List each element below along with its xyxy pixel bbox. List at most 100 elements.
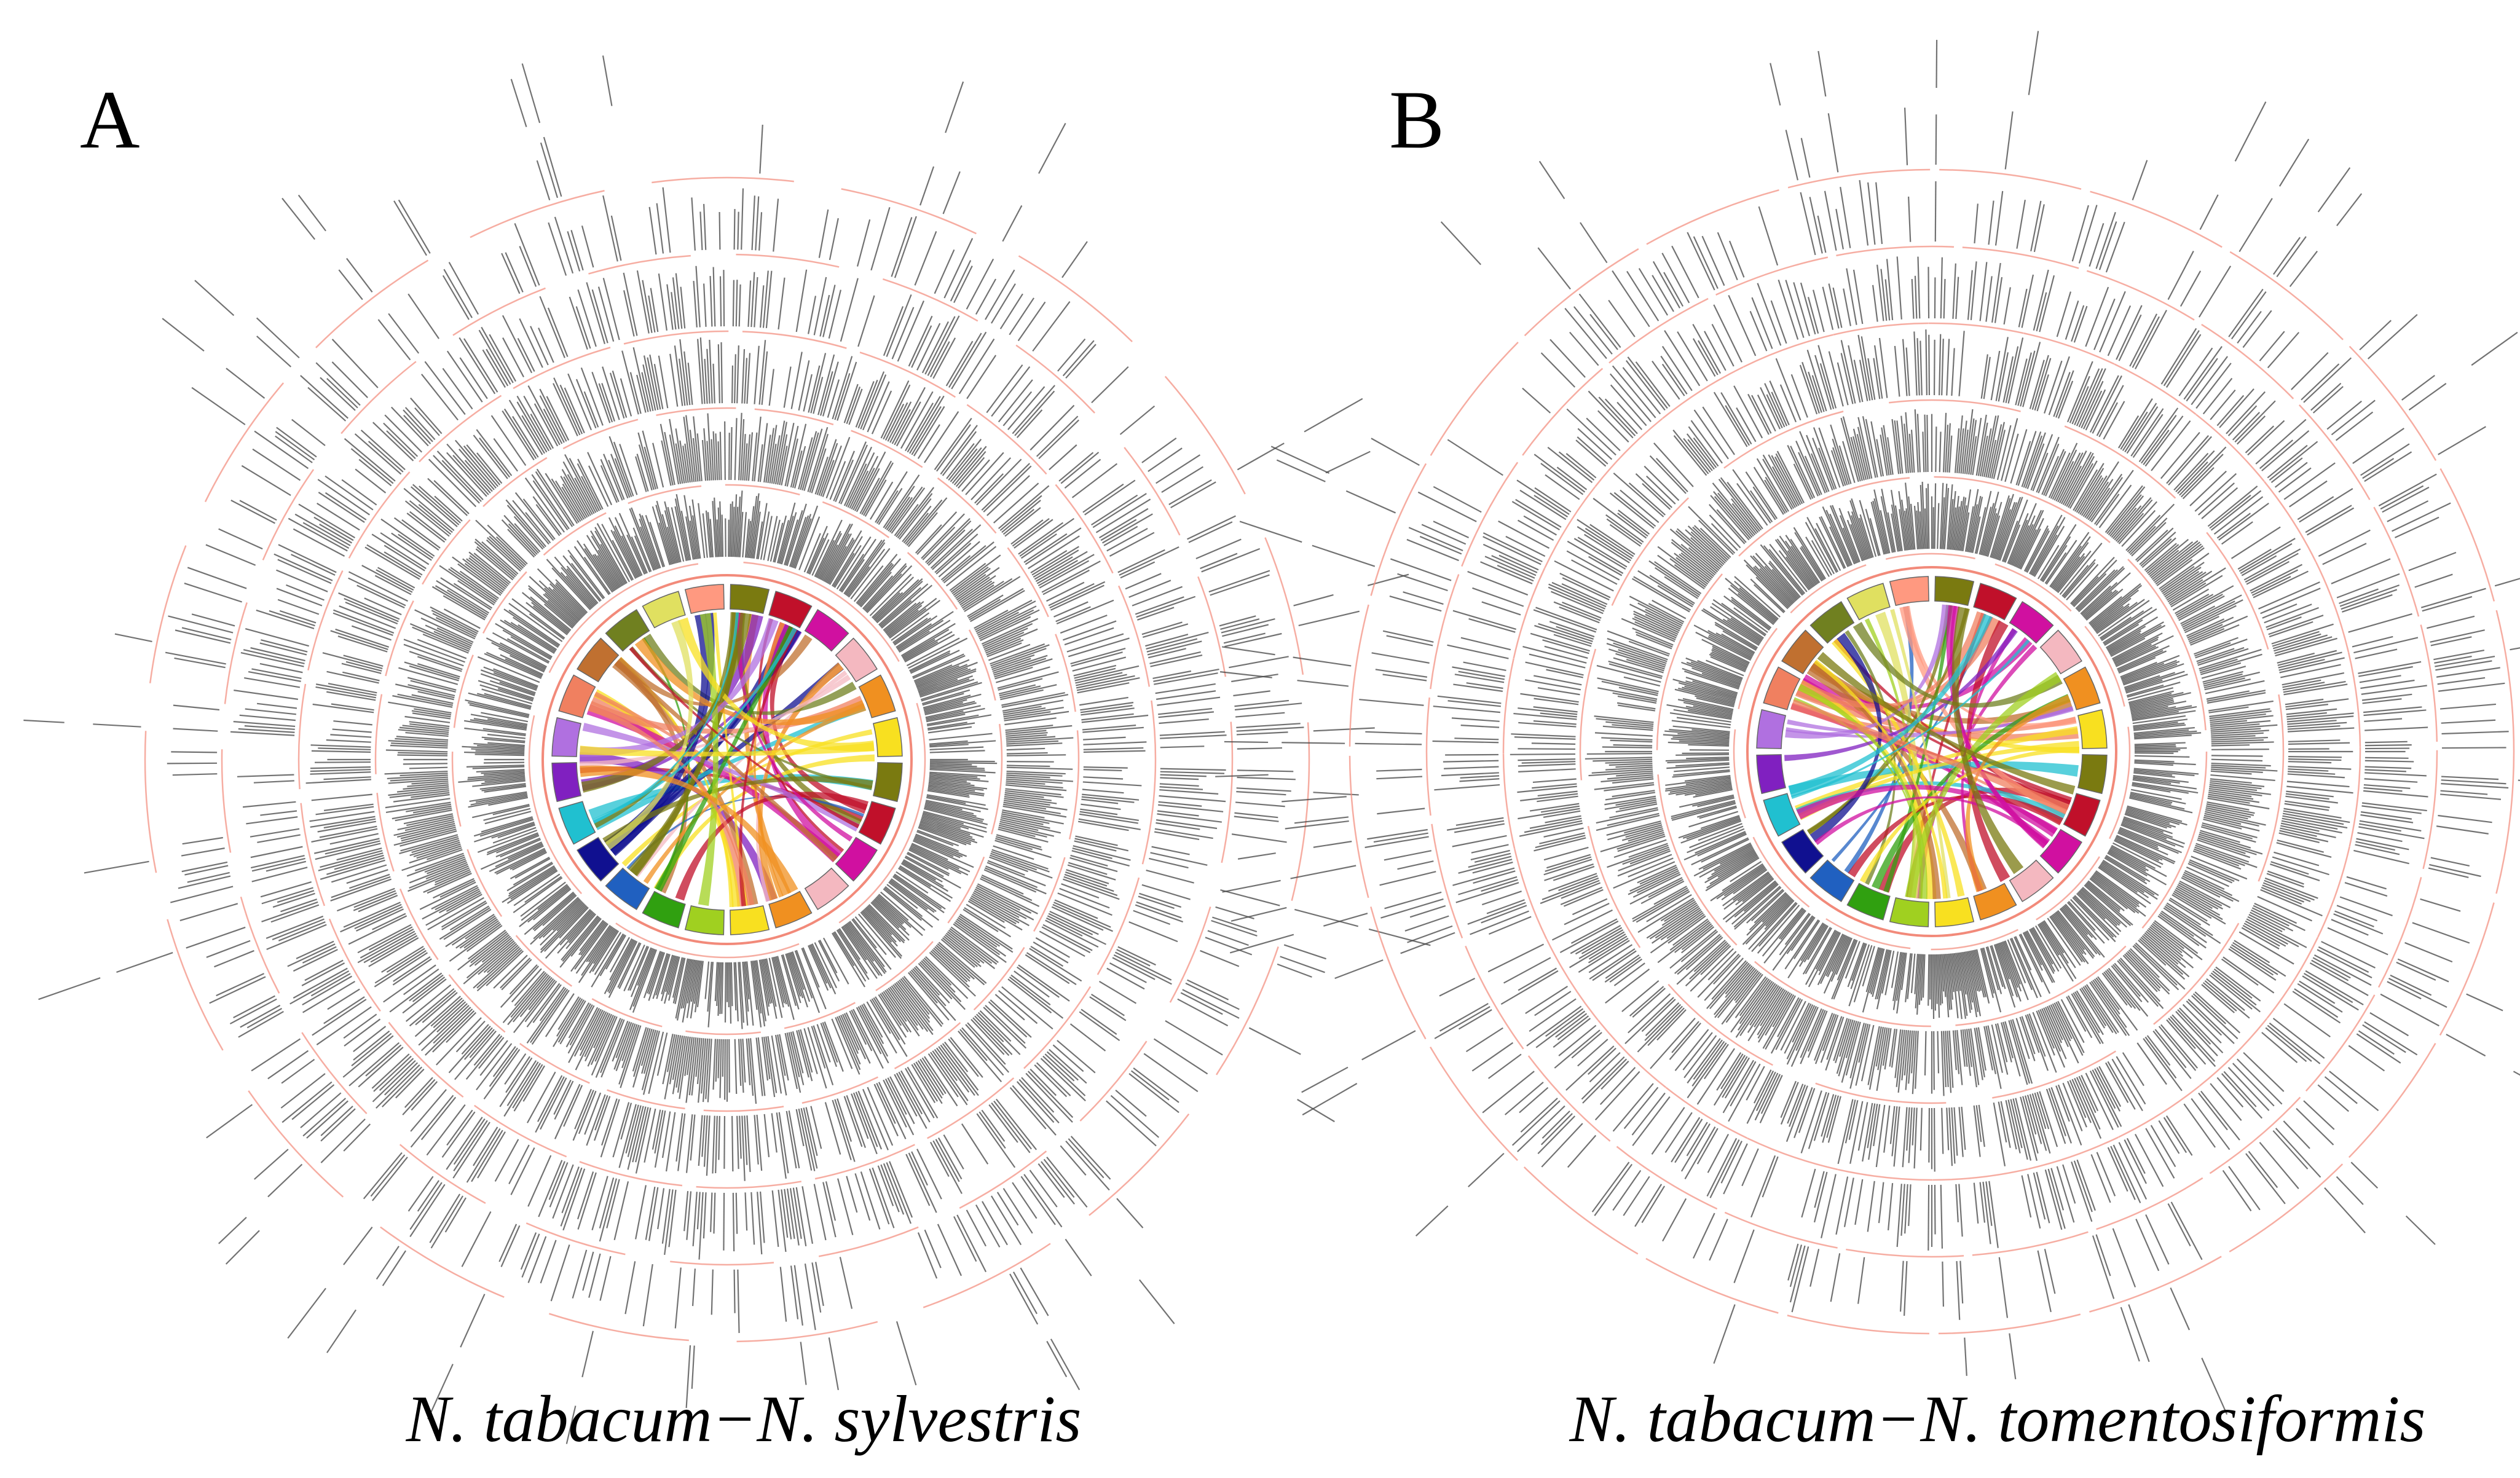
gene-label xyxy=(1881,950,1892,994)
gene-label xyxy=(411,710,451,718)
gene-label xyxy=(2130,408,2164,457)
gene-label xyxy=(1832,438,1848,485)
gene-label xyxy=(1920,954,1924,1001)
gene-label xyxy=(495,623,553,658)
gene-label xyxy=(819,294,830,337)
gene-label xyxy=(384,1062,419,1096)
gene-label xyxy=(1927,954,1930,1006)
gene-label xyxy=(1525,661,1584,676)
gene-label xyxy=(2350,1162,2379,1189)
gene-label xyxy=(915,665,959,685)
gene-label xyxy=(436,450,484,500)
gene-label xyxy=(2025,1095,2037,1135)
gene-label xyxy=(635,1107,649,1163)
gene-label xyxy=(1764,479,1786,514)
gene-label xyxy=(407,677,457,691)
gene-label xyxy=(2032,452,2049,492)
gene-label xyxy=(1876,1027,1888,1091)
gene-label xyxy=(1153,668,1219,682)
gene-label xyxy=(562,555,601,602)
gene-label xyxy=(530,898,580,945)
gene-label xyxy=(353,890,396,908)
gene-label xyxy=(715,433,719,481)
gene-label xyxy=(915,664,968,686)
gene-label xyxy=(1073,664,1117,677)
gene-label xyxy=(883,1163,905,1215)
gene-label xyxy=(276,426,317,458)
gene-label xyxy=(1529,803,1580,812)
gene-label xyxy=(2008,1020,2028,1085)
gene-label xyxy=(644,446,656,490)
gene-label xyxy=(2033,534,2058,576)
gene-label xyxy=(1876,439,1884,477)
gene-label xyxy=(396,736,449,741)
gene-label xyxy=(1524,820,1583,833)
gene-label xyxy=(891,878,937,913)
gene-label xyxy=(914,659,970,683)
gene-label xyxy=(1665,758,1730,762)
gene-label xyxy=(270,904,320,923)
gene-label xyxy=(399,836,459,855)
gene-label xyxy=(2094,605,2130,632)
gene-label xyxy=(1704,331,1727,371)
gene-label xyxy=(2062,1164,2076,1204)
gene-label xyxy=(2092,1069,2122,1127)
gene-label xyxy=(1649,905,1699,940)
gene-label xyxy=(1916,510,1920,549)
gene-label xyxy=(2207,795,2250,804)
gene-label xyxy=(1698,519,1734,556)
gene-label xyxy=(2072,897,2116,943)
gene-label xyxy=(2132,945,2179,991)
gene-label xyxy=(2083,591,2112,618)
gene-label xyxy=(495,536,527,566)
gene-label xyxy=(473,946,520,989)
gene-label xyxy=(2177,461,2208,494)
gene-label xyxy=(277,599,320,615)
gene-label xyxy=(1556,626,1594,640)
gene-label xyxy=(981,618,1039,645)
gene-label xyxy=(1872,285,1878,322)
gene-label xyxy=(1894,420,1902,474)
gene-label xyxy=(1594,1071,1640,1121)
gene-label xyxy=(608,940,637,994)
gene-label xyxy=(1857,426,1871,479)
gene-label xyxy=(2034,358,2052,411)
gene-label xyxy=(1669,712,1731,723)
panel: B N. tabacum−N. tomentosiformis xyxy=(1215,31,2520,1456)
gene-label xyxy=(2008,519,2028,565)
gene-label xyxy=(1857,1257,1865,1304)
gene-label xyxy=(175,629,231,644)
gene-label xyxy=(577,1171,594,1220)
gene-label xyxy=(510,868,557,900)
gene-label xyxy=(977,605,1037,636)
gene-label xyxy=(761,351,768,405)
gene-label xyxy=(368,926,413,951)
gene-label xyxy=(1470,910,1529,935)
gene-label xyxy=(837,361,857,421)
gene-label xyxy=(1948,499,1954,550)
gene-label xyxy=(2053,372,2071,417)
gene-label xyxy=(994,658,1053,678)
gene-label xyxy=(2026,1014,2049,1071)
gene-label xyxy=(436,1003,468,1033)
gene-label xyxy=(1581,929,1624,954)
gene-label xyxy=(599,1177,615,1228)
gene-label xyxy=(632,949,656,1007)
gene-label xyxy=(2074,1078,2102,1139)
gene-label xyxy=(319,825,377,838)
gene-label xyxy=(911,406,942,455)
gene-label xyxy=(1077,820,1129,831)
gene-label xyxy=(1754,892,1787,924)
gene-label xyxy=(480,673,536,694)
gene-label xyxy=(2172,1014,2216,1062)
gene-label xyxy=(517,337,535,372)
gene-label xyxy=(1482,543,1539,571)
gene-label xyxy=(703,1115,708,1167)
gene-label xyxy=(257,834,301,843)
gene-label xyxy=(1947,953,1953,1010)
gene-label xyxy=(343,1123,371,1152)
gene-label xyxy=(974,890,1027,919)
gene-label xyxy=(974,1015,1013,1055)
gene-label xyxy=(524,477,565,533)
gene-label xyxy=(908,972,950,1021)
